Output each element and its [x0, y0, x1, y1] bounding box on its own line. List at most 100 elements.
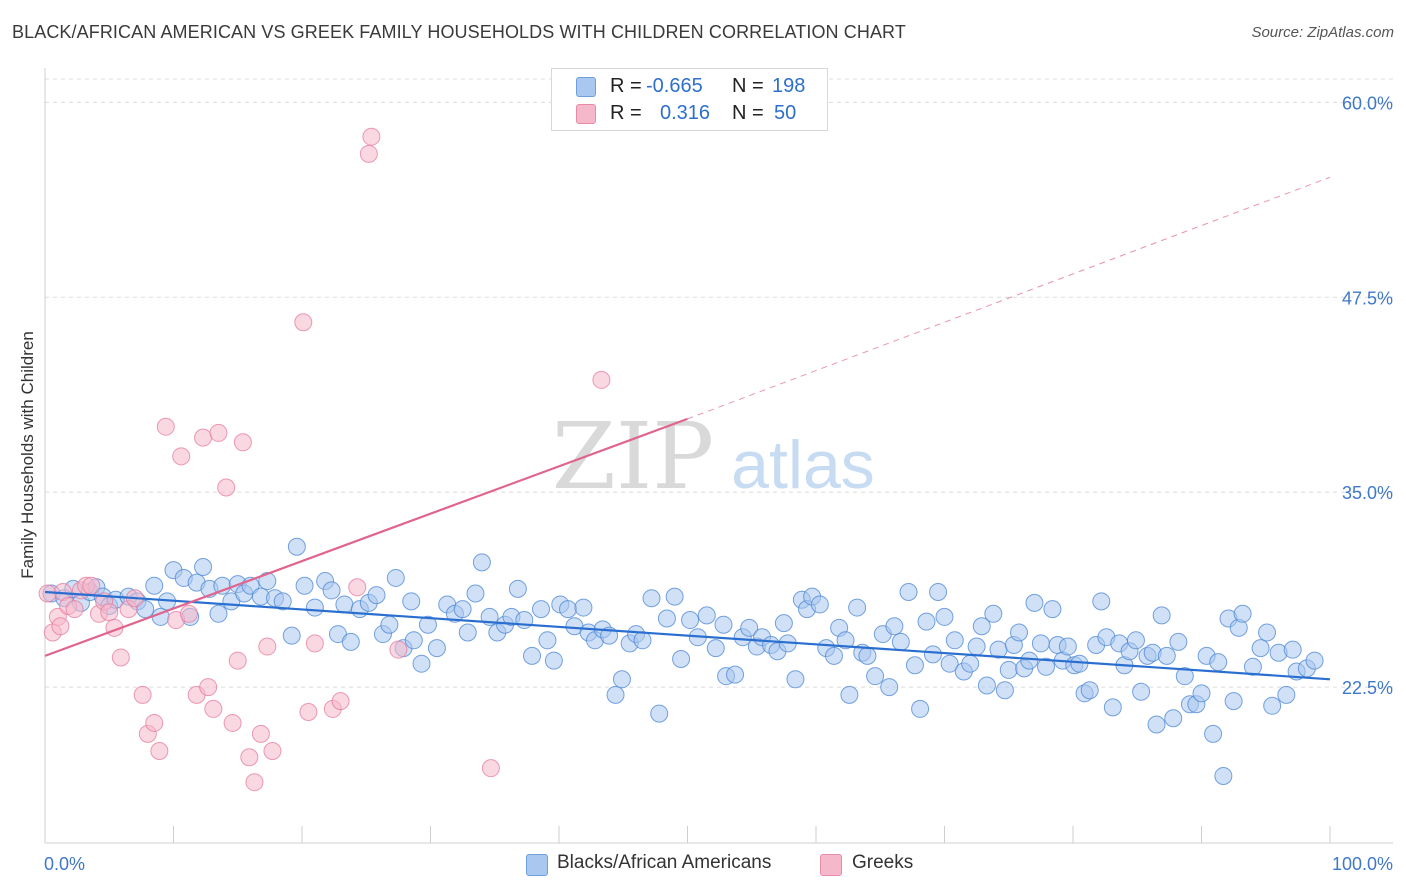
blacks-data-point	[322, 581, 341, 600]
blacks-data-point	[335, 595, 354, 614]
blacks-data-point	[1283, 640, 1302, 659]
greeks-data-point	[228, 651, 247, 670]
blacks-data-point	[1214, 766, 1233, 785]
blacks-data-point	[1243, 657, 1262, 676]
blacks-data-point	[194, 558, 213, 577]
blacks-data-point	[1175, 667, 1194, 686]
blacks-data-point	[453, 600, 472, 619]
legend-n-value: 50	[774, 102, 797, 124]
blacks-data-point	[977, 676, 996, 695]
blacks-data-point	[899, 582, 918, 601]
blacks-data-point	[665, 587, 684, 606]
greeks-data-point	[65, 600, 84, 619]
greeks-data-point	[348, 578, 367, 597]
legend-r-value: 0.316	[660, 102, 711, 124]
blacks-data-point	[1169, 632, 1188, 651]
greeks-data-point	[251, 724, 270, 743]
data-points	[38, 127, 1324, 792]
legend-r-value: -0.665	[646, 75, 703, 97]
blacks-data-point	[1251, 639, 1270, 658]
blacks-data-point	[523, 646, 542, 665]
blacks-data-point	[287, 537, 306, 556]
blacks-data-point	[1204, 724, 1223, 743]
tick-labels: 22.5% 35.0% 47.5% 60.0% 0.0% 100.0%	[44, 93, 1393, 874]
blacks-data-point	[386, 568, 405, 587]
greeks-data-point	[389, 640, 408, 659]
blacks-data-point	[961, 654, 980, 673]
blacks-data-point	[726, 665, 745, 684]
greeks-data-point	[299, 703, 318, 722]
greeks-data-point	[362, 127, 381, 146]
y-axis-title: Family Households with Children	[18, 331, 37, 579]
blacks-data-point	[532, 600, 551, 619]
blacks-data-point	[427, 639, 446, 658]
blacks-data-point	[1277, 685, 1296, 704]
axes	[44, 68, 1393, 844]
watermark-atlas: atlas	[731, 427, 875, 503]
legend-r-label: R =	[610, 75, 642, 97]
blacks-data-point	[917, 612, 936, 631]
blacks-trend-line	[44, 590, 1331, 681]
greeks-trend-extension	[687, 176, 1331, 420]
greeks-data-point	[223, 713, 242, 732]
blacks-data-point	[402, 592, 421, 611]
blacks-data-point	[1152, 606, 1171, 625]
blacks-data-point	[657, 609, 676, 628]
blacks-data-point	[606, 685, 625, 704]
blacks-data-point	[923, 645, 942, 664]
blacks-data-point	[305, 598, 324, 617]
blacks-data-point	[1058, 637, 1077, 656]
blacks-data-point	[945, 631, 964, 650]
blacks-data-point	[538, 631, 557, 650]
blacks-data-point	[995, 681, 1014, 700]
legend-swatch-greeks	[576, 104, 596, 124]
blacks-data-point	[1258, 623, 1277, 642]
greeks-data-point	[263, 742, 282, 761]
blacks-data-point	[1103, 698, 1122, 717]
blacks-data-point	[1147, 715, 1166, 734]
greeks-data-point	[172, 447, 191, 466]
watermark-zip: ZIP	[552, 403, 714, 510]
blacks-data-point	[458, 623, 477, 642]
y-tick-label: 47.5%	[1342, 288, 1393, 308]
blacks-data-point	[209, 604, 228, 623]
blacks-data-point	[984, 604, 1003, 623]
blacks-data-point	[642, 589, 661, 608]
blacks-data-point	[418, 615, 437, 634]
blacks-data-point	[1126, 631, 1145, 650]
greeks-data-point	[240, 748, 259, 767]
greeks-data-point	[217, 478, 236, 497]
blacks-data-point	[1209, 653, 1228, 672]
blacks-data-point	[836, 631, 855, 650]
blacks-data-point	[1037, 657, 1056, 676]
blacks-data-point	[1025, 593, 1044, 612]
y-tick-label: 22.5%	[1342, 678, 1393, 698]
greeks-data-point	[245, 773, 264, 792]
bottom-legend-label-greeks: Greeks	[852, 852, 914, 873]
x-tick-label-max: 100.0%	[1332, 854, 1393, 874]
blacks-data-point	[1031, 634, 1050, 653]
greeks-data-point	[209, 423, 228, 442]
bottom-legend-swatch-greeks	[820, 854, 842, 876]
greeks-trend-line	[44, 417, 688, 657]
greeks-data-point	[156, 417, 175, 436]
legend-n-label: N =	[732, 75, 764, 97]
blacks-data-point	[404, 631, 423, 650]
greeks-data-point	[179, 604, 198, 623]
greeks-data-point	[592, 370, 611, 389]
blacks-data-point	[612, 670, 631, 689]
blacks-data-point	[1043, 600, 1062, 619]
blacks-data-point	[341, 632, 360, 651]
legend-n-label: N =	[732, 102, 764, 124]
blacks-data-point	[258, 572, 277, 591]
blacks-data-point	[1305, 651, 1324, 670]
blacks-data-point	[672, 650, 691, 669]
blacks-data-point	[1010, 623, 1029, 642]
blacks-data-point	[1263, 696, 1282, 715]
y-tick-label: 60.0%	[1342, 93, 1393, 113]
x-tick-label-min: 0.0%	[44, 854, 85, 874]
greeks-data-point	[82, 576, 101, 595]
blacks-data-point	[840, 685, 859, 704]
blacks-data-point	[740, 618, 759, 637]
greeks-data-point	[150, 742, 169, 761]
